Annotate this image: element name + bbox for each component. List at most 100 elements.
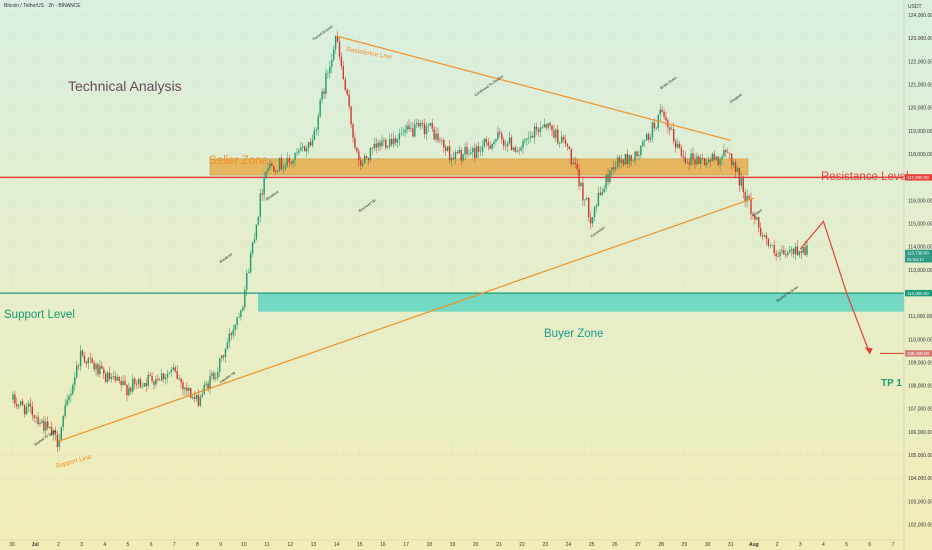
candle-body bbox=[452, 157, 455, 160]
candle-body bbox=[752, 213, 754, 216]
candle-body bbox=[383, 139, 385, 141]
candle-body bbox=[350, 106, 352, 125]
candle-body bbox=[686, 162, 688, 164]
candle-body bbox=[616, 157, 619, 167]
candle-body bbox=[141, 386, 144, 388]
candle-body bbox=[340, 56, 343, 67]
x-tick-label: 24 bbox=[566, 542, 572, 548]
candle-body bbox=[217, 371, 219, 378]
candle-body bbox=[479, 151, 482, 153]
candle-body bbox=[429, 122, 431, 126]
candle-body bbox=[605, 174, 607, 189]
support-level-label: Support Level bbox=[4, 309, 75, 321]
candle-body bbox=[317, 116, 319, 130]
candle-body bbox=[360, 160, 362, 166]
candle-body bbox=[188, 387, 190, 391]
x-tick-label: 27 bbox=[635, 542, 641, 548]
candle-body bbox=[145, 383, 147, 386]
candle-body bbox=[514, 147, 516, 152]
projection-arrowhead bbox=[864, 347, 873, 355]
y-tick-label: 106,000.00 bbox=[908, 430, 932, 436]
candle-body bbox=[275, 171, 277, 172]
x-tick-label: 25 bbox=[589, 542, 595, 548]
candle-body bbox=[717, 156, 719, 165]
candle-body bbox=[101, 365, 103, 369]
candle-body bbox=[58, 439, 61, 447]
candle-body bbox=[545, 124, 547, 128]
candle-body bbox=[682, 156, 685, 158]
candle-body bbox=[21, 401, 24, 405]
candle-body bbox=[195, 394, 198, 399]
candle-body bbox=[464, 146, 466, 155]
candle-body bbox=[191, 397, 194, 398]
candle-body bbox=[161, 373, 163, 381]
resistance-price-tag-bg bbox=[905, 174, 932, 181]
candle-body bbox=[176, 371, 178, 379]
candle-body bbox=[276, 170, 279, 172]
candle-body bbox=[91, 358, 93, 363]
x-tick-label: 17 bbox=[403, 542, 409, 548]
candle-body bbox=[437, 133, 439, 141]
candle-body bbox=[315, 129, 317, 131]
candle-body bbox=[549, 123, 551, 126]
current-price-tag: 113,738.00 bbox=[907, 251, 929, 256]
x-tick-label: 28 bbox=[658, 542, 664, 548]
candle-body bbox=[147, 374, 149, 386]
candle-body bbox=[640, 146, 642, 156]
candle-body bbox=[593, 207, 596, 218]
x-tick-label: 3 bbox=[80, 542, 83, 548]
candle-body bbox=[642, 141, 644, 147]
candle-body bbox=[282, 168, 285, 170]
x-tick-label: 31 bbox=[728, 542, 734, 548]
candle-body bbox=[636, 151, 638, 156]
candle-body bbox=[462, 154, 464, 161]
symbol-header: Bitcoin / TetherUS · 2h · BINANCE bbox=[4, 3, 81, 9]
candle-body bbox=[792, 248, 795, 254]
candle-body bbox=[570, 149, 573, 165]
candle-body bbox=[589, 217, 592, 224]
candle-body bbox=[493, 141, 495, 144]
candle-body bbox=[758, 217, 760, 228]
trend-lines bbox=[58, 35, 755, 442]
candle-body bbox=[193, 397, 196, 399]
candle-body bbox=[765, 235, 768, 240]
candle-body bbox=[421, 122, 424, 124]
candle-body bbox=[580, 182, 582, 187]
annotation-label: Exited bbox=[752, 209, 762, 218]
candle-body bbox=[385, 139, 387, 148]
candle-body bbox=[290, 162, 292, 164]
candle-body bbox=[734, 162, 737, 172]
candle-body bbox=[709, 159, 712, 162]
candle-body bbox=[796, 246, 799, 256]
candle-body bbox=[215, 377, 217, 379]
candle-body bbox=[690, 153, 692, 165]
candle-body bbox=[278, 157, 281, 171]
candle-body bbox=[528, 137, 530, 139]
candle-body bbox=[416, 122, 418, 125]
candle-body bbox=[232, 330, 234, 336]
candle-body bbox=[133, 378, 136, 384]
candle-body bbox=[168, 372, 171, 374]
candle-body bbox=[321, 91, 323, 100]
candle-body bbox=[128, 387, 130, 396]
candle-body bbox=[151, 376, 153, 382]
candle-body bbox=[365, 156, 368, 159]
candle-body bbox=[325, 73, 327, 94]
candle-body bbox=[613, 167, 615, 170]
candle-body bbox=[423, 123, 426, 135]
candle-body bbox=[622, 159, 625, 165]
x-axis: 30 Jul 2 3 4 5 6 7 8 9 10 11 12 13 14 15 16 17 18 19 20 21 22 2… bbox=[0, 539, 904, 548]
candle-body bbox=[595, 205, 598, 208]
candle-body bbox=[280, 157, 283, 170]
candle-body bbox=[124, 380, 126, 385]
candle-body bbox=[29, 403, 32, 407]
candle-body bbox=[748, 195, 750, 199]
candle-body bbox=[553, 130, 555, 138]
candle-body bbox=[729, 152, 731, 154]
candle-body bbox=[377, 142, 379, 148]
candle-body bbox=[559, 143, 561, 144]
candle-body bbox=[703, 158, 706, 166]
